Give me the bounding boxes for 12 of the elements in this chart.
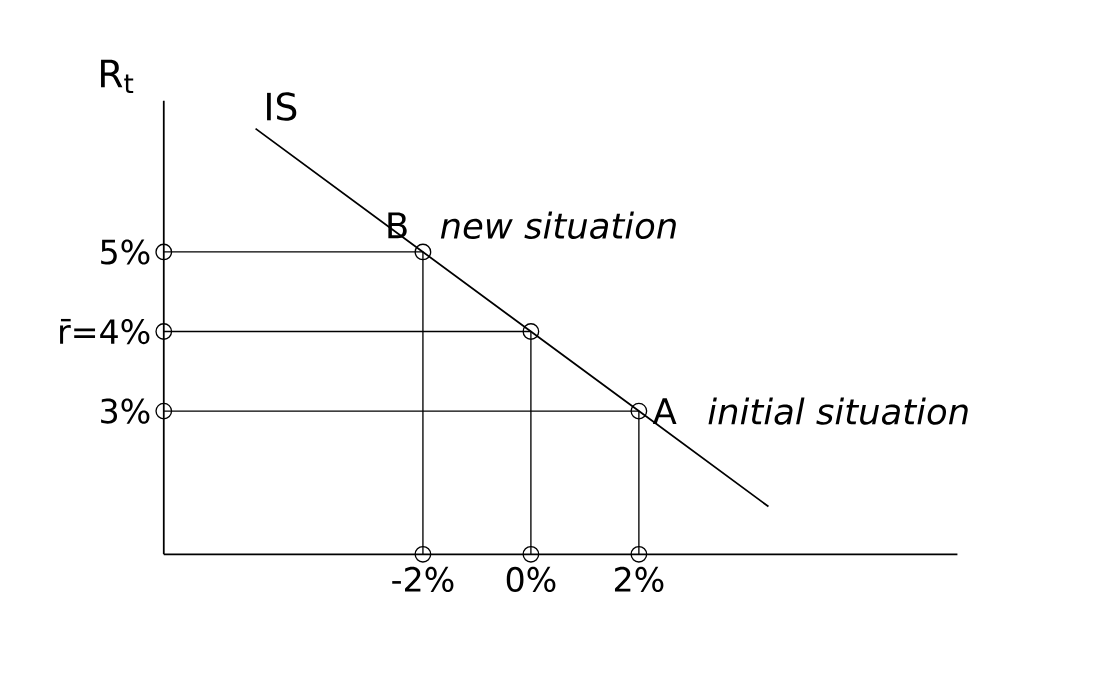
x-tick-label: 0% [506, 566, 556, 592]
annotation: initial situation [708, 397, 968, 425]
y-tick-label: 3% [101, 398, 150, 424]
annotation: A [652, 398, 677, 425]
annotation: B [388, 212, 407, 239]
x-tick-label: 2% [614, 566, 664, 592]
y-axis-title: R$_{t}$ [101, 59, 134, 93]
series-label: IS [267, 92, 297, 121]
x-tick-label: -2% [392, 566, 454, 592]
y-tick-label: r̄=4% [60, 318, 150, 345]
annotation: new situation [440, 211, 676, 240]
y-tick-label: 5% [101, 239, 150, 265]
